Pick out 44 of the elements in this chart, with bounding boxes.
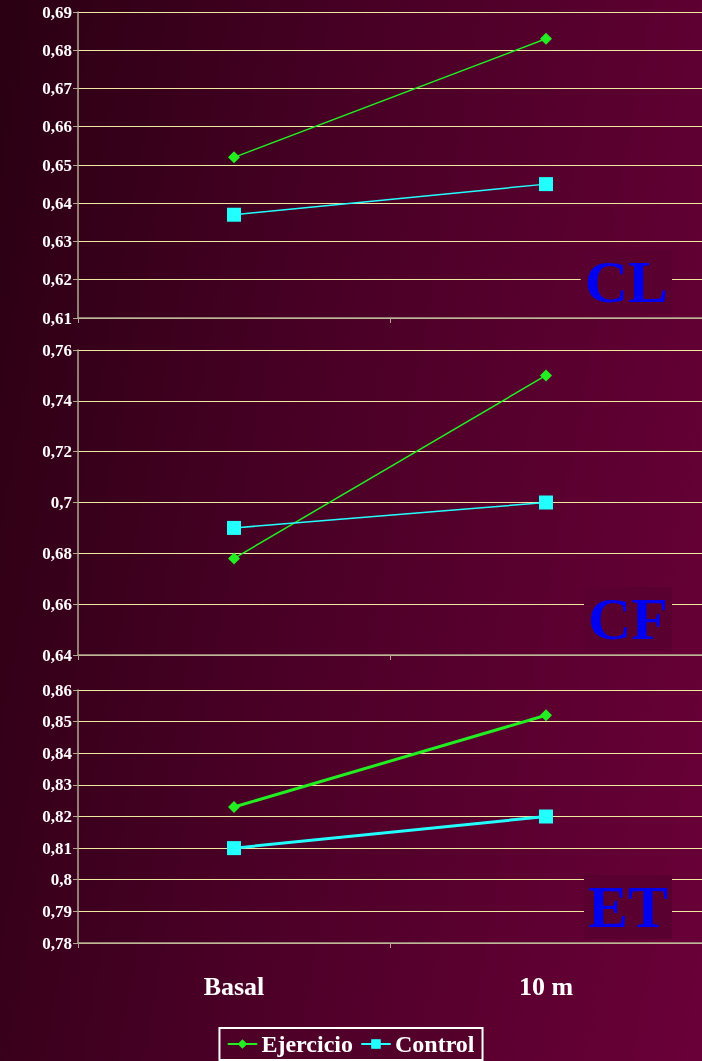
y-tick-label: 0,72 (42, 442, 72, 462)
y-tick-label: 0,68 (42, 543, 72, 563)
y-tick-label: 0,66 (42, 117, 72, 137)
y-tick-label: 0,81 (42, 838, 72, 858)
y-tick-label: 0,66 (42, 594, 72, 614)
point (228, 552, 240, 565)
y-tick-label: 0,83 (42, 775, 72, 795)
y-tick-label: 0,64 (42, 193, 73, 213)
y-tick-label: 0,78 (42, 933, 72, 953)
y-tick-label: 0,63 (42, 232, 72, 251)
annotation: CL (584, 249, 669, 315)
point (227, 207, 241, 222)
y-tick-label: 0,65 (42, 155, 72, 175)
y-tick-label: 0,68 (42, 40, 72, 60)
point (228, 801, 240, 814)
point (539, 809, 553, 824)
point (539, 495, 553, 510)
legend-label: Control (394, 1031, 475, 1057)
x-tick-label: Basal (203, 971, 265, 1001)
y-tick-label: 0,85 (42, 712, 72, 732)
annotation: CF (588, 586, 668, 652)
y-tick-label: 0,8 (50, 870, 72, 890)
y-tick-label: 0,67 (42, 79, 73, 98)
point (540, 369, 552, 382)
y-tick-label: 0,84 (42, 743, 73, 763)
point (540, 32, 552, 45)
y-tick-label: 0,82 (42, 807, 72, 826)
y-tick-label: 0,62 (42, 270, 72, 290)
x-tick-label: 10 m (518, 971, 574, 1001)
y-tick-label: 0,69 (42, 2, 72, 22)
point (227, 520, 241, 535)
point (540, 709, 552, 722)
y-tick-label: 0,64 (42, 645, 73, 665)
y-tick-label: 0,7 (50, 493, 73, 512)
y-tick-label: 0,61 (42, 308, 72, 328)
y-tick-label: 0,74 (42, 391, 73, 411)
y-tick-label: 0,86 (42, 680, 72, 700)
legend-label: Ejercicio (261, 1031, 353, 1057)
point (227, 841, 241, 856)
point (539, 177, 553, 192)
y-tick-label: 0,79 (42, 901, 72, 921)
annotation: ET (587, 874, 669, 940)
point (228, 151, 240, 164)
y-tick-label: 0,76 (42, 340, 72, 360)
